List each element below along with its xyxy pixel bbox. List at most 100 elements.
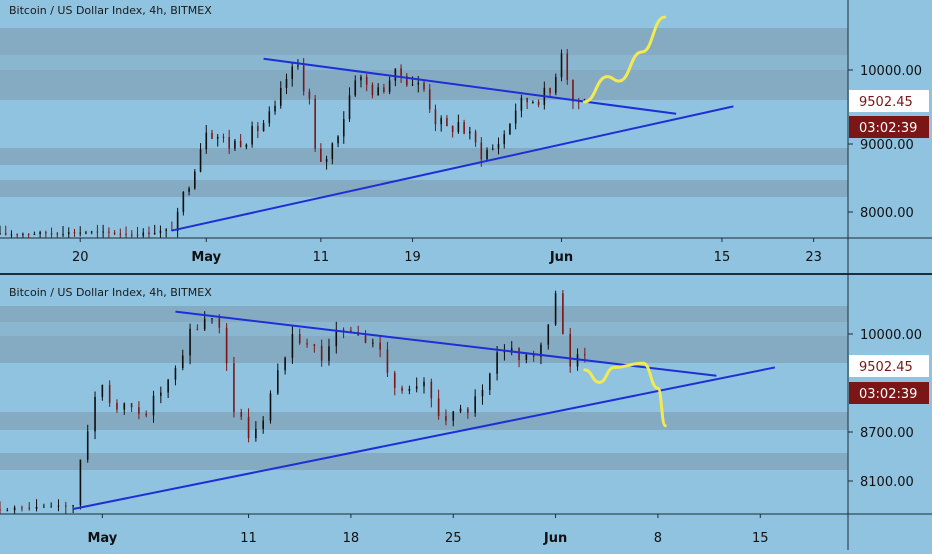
- candle-body: [328, 346, 330, 361]
- candle-body: [148, 232, 150, 235]
- candle-body: [0, 509, 1, 511]
- candle-body: [211, 132, 213, 139]
- candle-body: [234, 140, 236, 149]
- candle-body: [27, 234, 30, 236]
- resistance-zone-band: [0, 28, 848, 55]
- candle-body: [547, 324, 550, 345]
- time-tick-label: 15: [752, 531, 769, 546]
- candle-body: [16, 234, 18, 236]
- time-tick-label: 11: [240, 531, 257, 546]
- time-tick-label: 15: [714, 250, 731, 265]
- last-price-badge: [849, 355, 929, 377]
- candle-body: [255, 428, 257, 439]
- candle-body: [306, 343, 308, 345]
- candle-body: [572, 79, 574, 102]
- price-tick-label: 8100.00: [860, 475, 914, 490]
- candle-body: [130, 234, 133, 236]
- resistance-zone-band: [0, 336, 848, 363]
- candle-body: [423, 381, 425, 387]
- candle-body: [218, 318, 221, 328]
- candle-body: [308, 91, 311, 99]
- candle-body: [239, 140, 242, 148]
- candle-body: [446, 118, 448, 127]
- candle-body: [10, 234, 13, 236]
- resistance-zone-band: [0, 453, 848, 470]
- bottom-pane-time-axis[interactable]: May 11 18 25 Jun 8 15: [0, 514, 848, 546]
- candle-body: [457, 122, 460, 132]
- candle-body: [279, 88, 282, 106]
- candle-body: [108, 385, 111, 403]
- candle-body: [417, 82, 420, 85]
- candle-body: [400, 68, 402, 76]
- candle-body: [285, 78, 288, 89]
- time-tick-label: 18: [343, 531, 360, 546]
- candle-body: [33, 234, 36, 236]
- candle-body: [50, 233, 53, 235]
- candle-body: [113, 232, 116, 234]
- top-pane-bands: [0, 28, 848, 197]
- candle-body: [503, 351, 506, 353]
- candle-body: [428, 89, 431, 110]
- candle-body: [165, 229, 167, 231]
- candle-body: [423, 82, 425, 90]
- candle-body: [119, 233, 122, 235]
- support-trendline: [72, 366, 776, 510]
- candle-body: [526, 97, 528, 103]
- candle-body: [335, 329, 338, 347]
- countdown-label: 03:02:39: [859, 387, 917, 402]
- top-pane-price-axis[interactable]: 10000.00 9000.00 8000.00 9502.45 03:02:39: [848, 0, 932, 238]
- candle-body: [247, 416, 250, 439]
- candle-body: [116, 402, 118, 410]
- candle-body: [145, 413, 148, 416]
- candle-body: [276, 370, 279, 394]
- candle-body: [262, 420, 264, 429]
- top-pane-time-axis[interactable]: 20 May 11 19 Jun 15 23: [0, 238, 848, 265]
- candle-body: [554, 293, 557, 325]
- candle-body: [102, 231, 104, 233]
- bottom-pane-price-axis[interactable]: 10000.00 8700.00 8100.00 9502.45 03:02:39: [848, 280, 932, 514]
- candle-body: [474, 396, 476, 413]
- candle-body: [469, 131, 471, 134]
- candle-body: [257, 126, 259, 132]
- candle-body: [72, 505, 74, 507]
- candle-body: [176, 211, 179, 231]
- candle-body: [216, 136, 219, 139]
- candle-body: [222, 136, 225, 138]
- candle-body: [386, 349, 389, 373]
- projection-path: [582, 15, 667, 104]
- candle-body: [463, 122, 465, 134]
- candle-body: [291, 66, 294, 79]
- candle-body: [481, 389, 484, 397]
- resistance-zone-band: [0, 180, 848, 197]
- candle-body: [331, 143, 334, 160]
- candle-body: [445, 416, 447, 421]
- candle-body: [518, 348, 520, 360]
- candle-body: [21, 507, 23, 509]
- candle-body: [43, 506, 45, 508]
- countdown-badge: [849, 382, 929, 404]
- candle-body: [73, 232, 76, 234]
- candle-body: [233, 363, 235, 413]
- candle-body: [86, 431, 89, 460]
- candle-body: [394, 68, 397, 81]
- candle-body: [245, 144, 248, 148]
- candle-body: [13, 507, 16, 511]
- candle-body: [22, 234, 24, 236]
- candle-body: [459, 408, 462, 412]
- candle-body: [225, 327, 228, 364]
- candle-body: [6, 510, 9, 512]
- price-tick-label: 10000.00: [860, 64, 922, 79]
- candle-body: [440, 118, 442, 125]
- candle-body: [228, 137, 230, 149]
- candle-body: [560, 53, 563, 78]
- candle-body: [503, 134, 506, 144]
- candle-body: [138, 407, 140, 414]
- candle-body: [554, 77, 557, 94]
- candle-body: [430, 381, 433, 399]
- resistance-zone-band: [0, 55, 848, 70]
- candle-body: [153, 232, 156, 235]
- candle-body: [537, 101, 540, 105]
- candle-body: [509, 123, 511, 135]
- candle-body: [284, 357, 286, 371]
- candle-body: [50, 506, 52, 508]
